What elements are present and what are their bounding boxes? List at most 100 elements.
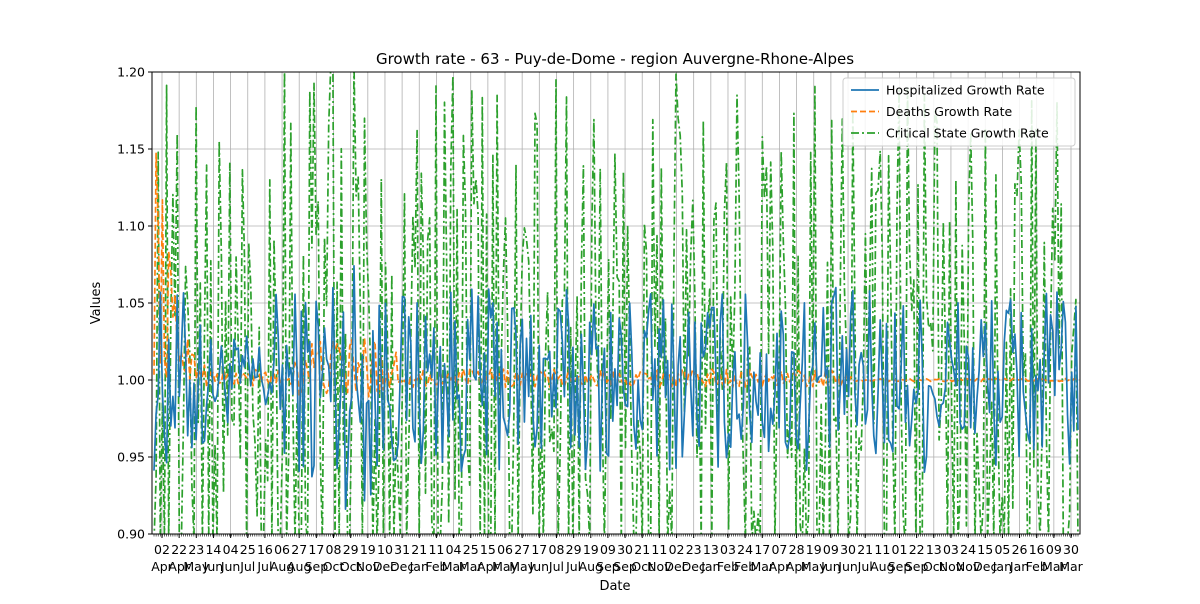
x-tick-day: 11 bbox=[428, 542, 444, 557]
x-tick-month: Dec bbox=[973, 559, 997, 574]
x-tick-day: 24 bbox=[737, 542, 753, 557]
x-tick-month: Apr bbox=[477, 559, 499, 574]
x-tick-day: 11 bbox=[874, 542, 890, 557]
x-tick-month: May bbox=[492, 559, 518, 574]
x-tick-month: Aug bbox=[579, 559, 603, 574]
x-tick-day: 03 bbox=[720, 542, 736, 557]
x-tick-month: Jul bbox=[256, 559, 272, 574]
x-tick-month: Mar bbox=[750, 559, 774, 574]
x-tick-day: 16 bbox=[257, 542, 273, 557]
series-layer bbox=[153, 72, 1079, 534]
x-tick-day: 07 bbox=[771, 542, 787, 557]
y-tick-label: 0.90 bbox=[117, 527, 145, 542]
x-tick-day: 31 bbox=[394, 542, 410, 557]
x-tick-month: Dec bbox=[682, 559, 706, 574]
y-axis-ticks: 0.90 0.95 1.00 1.05 1.10 1.15 1.20 bbox=[117, 65, 152, 542]
x-tick-day: 22 bbox=[909, 542, 925, 557]
x-tick-day: 27 bbox=[291, 542, 307, 557]
x-tick-month: Feb bbox=[717, 559, 739, 574]
x-tick-day: 15 bbox=[977, 542, 993, 557]
x-tick-day: 06 bbox=[274, 542, 290, 557]
y-tick-label: 1.20 bbox=[117, 65, 145, 80]
x-tick-day: 17 bbox=[754, 542, 770, 557]
x-tick-day: 01 bbox=[892, 542, 908, 557]
x-tick-month: Oct bbox=[340, 559, 362, 574]
x-tick-day: 30 bbox=[617, 542, 633, 557]
x-tick-month: Feb bbox=[425, 559, 447, 574]
x-tick-month: Oct bbox=[631, 559, 653, 574]
x-tick-day: 08 bbox=[326, 542, 342, 557]
x-tick-month: Dec bbox=[373, 559, 397, 574]
x-tick-day: 23 bbox=[188, 542, 204, 557]
x-tick-day: 13 bbox=[926, 542, 942, 557]
x-tick-month: Aug bbox=[287, 559, 311, 574]
legend-label: Deaths Growth Rate bbox=[886, 104, 1012, 119]
x-tick-month: May bbox=[183, 559, 209, 574]
legend-label: Critical State Growth Rate bbox=[886, 126, 1049, 141]
y-tick-label: 1.00 bbox=[117, 373, 145, 388]
x-tick-month: Jul bbox=[239, 559, 255, 574]
x-tick-day: 09 bbox=[600, 542, 616, 557]
x-tick-month: Mar bbox=[442, 559, 466, 574]
x-tick-day: 09 bbox=[1046, 542, 1062, 557]
x-tick-month: Oct bbox=[923, 559, 945, 574]
x-tick-month: Nov bbox=[356, 559, 381, 574]
x-tick-day: 05 bbox=[994, 542, 1010, 557]
x-tick-day: 29 bbox=[566, 542, 582, 557]
x-tick-day: 19 bbox=[806, 542, 822, 557]
x-tick-month: May bbox=[801, 559, 827, 574]
x-tick-month: Jun bbox=[529, 559, 550, 574]
x-tick-day: 11 bbox=[651, 542, 667, 557]
x-tick-month: Jan bbox=[1009, 559, 1029, 574]
x-tick-month: Aug bbox=[270, 559, 294, 574]
x-tick-month: May bbox=[509, 559, 535, 574]
series-line-2 bbox=[153, 72, 1079, 534]
x-tick-month: Mar bbox=[459, 559, 483, 574]
x-tick-month: Jul bbox=[548, 559, 564, 574]
y-tick-label: 1.15 bbox=[117, 142, 145, 157]
x-tick-day: 04 bbox=[446, 542, 462, 557]
x-tick-month: Oct bbox=[323, 559, 345, 574]
x-tick-day: 10 bbox=[377, 542, 393, 557]
x-tick-month: Apr bbox=[151, 559, 173, 574]
chart-title: Growth rate - 63 - Puy-de-Dome - region … bbox=[376, 50, 854, 68]
x-tick-day: 23 bbox=[686, 542, 702, 557]
x-tick-month: Apr bbox=[786, 559, 808, 574]
x-tick-month: Aug bbox=[870, 559, 894, 574]
legend-label: Hospitalized Growth Rate bbox=[886, 83, 1045, 98]
x-tick-day: 19 bbox=[360, 542, 376, 557]
x-axis-ticks: 02Apr22Apr23May14Jun04Jun25Jul16Jul06Aug… bbox=[151, 534, 1084, 574]
x-tick-day: 21 bbox=[634, 542, 650, 557]
y-tick-label: 1.05 bbox=[117, 296, 145, 311]
x-tick-day: 21 bbox=[411, 542, 427, 557]
x-tick-month: Nov bbox=[647, 559, 672, 574]
x-tick-day: 27 bbox=[514, 542, 530, 557]
x-tick-day: 26 bbox=[1012, 542, 1028, 557]
x-tick-month: Nov bbox=[956, 559, 981, 574]
x-tick-month: Sep bbox=[888, 559, 912, 574]
x-tick-day: 24 bbox=[960, 542, 976, 557]
series-line-0 bbox=[153, 264, 1079, 510]
x-tick-day: 21 bbox=[857, 542, 873, 557]
x-tick-month: Sep bbox=[596, 559, 620, 574]
x-tick-month: Jun bbox=[220, 559, 241, 574]
x-tick-day: 13 bbox=[703, 542, 719, 557]
x-tick-day: 17 bbox=[531, 542, 547, 557]
x-tick-day: 25 bbox=[463, 542, 479, 557]
x-tick-day: 30 bbox=[1063, 542, 1079, 557]
x-tick-month: Sep bbox=[905, 559, 929, 574]
x-tick-month: Jan bbox=[992, 559, 1012, 574]
x-axis-label: Date bbox=[599, 579, 630, 594]
y-axis-label: Values bbox=[89, 282, 104, 325]
x-tick-day: 02 bbox=[154, 542, 170, 557]
x-tick-month: Dec bbox=[664, 559, 688, 574]
x-tick-day: 14 bbox=[205, 542, 221, 557]
x-tick-month: Mar bbox=[1042, 559, 1066, 574]
x-tick-month: Dec bbox=[390, 559, 414, 574]
x-tick-day: 25 bbox=[240, 542, 256, 557]
x-tick-day: 16 bbox=[1029, 542, 1045, 557]
x-tick-day: 15 bbox=[480, 542, 496, 557]
x-tick-day: 30 bbox=[840, 542, 856, 557]
x-tick-month: Jul bbox=[857, 559, 873, 574]
